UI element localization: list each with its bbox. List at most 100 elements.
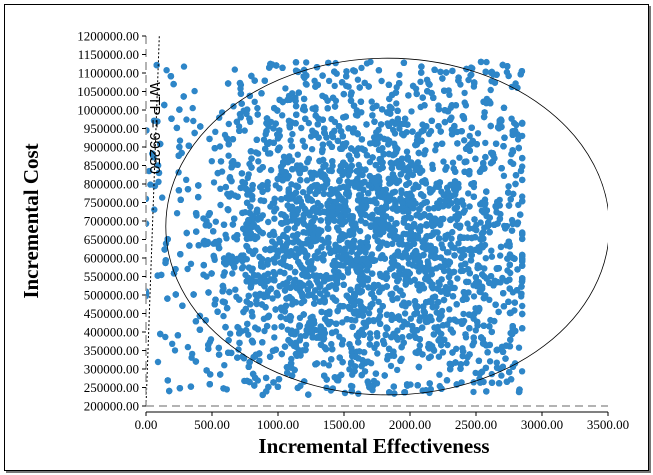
scatter-point: [423, 76, 431, 84]
scatter-point: [279, 112, 286, 119]
scatter-point: [366, 330, 374, 337]
scatter-point: [251, 382, 258, 389]
scatter-point: [323, 384, 330, 391]
scatter-point: [367, 58, 374, 66]
scatter-point: [254, 150, 262, 157]
scatter-point: [518, 368, 526, 375]
scatter-point: [275, 376, 283, 383]
scatter-point: [470, 388, 477, 396]
scatter-point: [282, 85, 289, 92]
scatter-point: [336, 184, 344, 191]
scatter-point: [458, 379, 465, 386]
scatter-point: [518, 283, 525, 290]
scatter-point: [502, 355, 509, 362]
scatter-point: [298, 124, 305, 132]
scatter-point: [387, 215, 395, 223]
scatter-point: [375, 298, 382, 305]
scatter-point: [314, 121, 321, 128]
scatter-point: [416, 205, 423, 213]
scatter-point: [210, 252, 217, 260]
scatter-point: [482, 139, 489, 147]
scatter-point: [221, 362, 228, 369]
scatter-point: [261, 77, 268, 84]
scatter-point: [430, 331, 437, 338]
scatter-point: [403, 148, 411, 155]
scatter-point: [505, 72, 512, 80]
scatter-point: [467, 257, 475, 264]
scatter-point: [356, 227, 364, 235]
scatter-point: [288, 355, 295, 363]
scatter-point: [328, 340, 335, 348]
scatter-point: [266, 150, 274, 157]
scatter-point: [212, 218, 219, 225]
scatter-point: [217, 185, 224, 192]
scatter-point: [222, 231, 229, 238]
scatter-point: [155, 162, 162, 169]
scatter-point: [487, 86, 494, 94]
scatter-point: [486, 323, 493, 330]
scatter-point: [325, 77, 333, 85]
scatter-point: [396, 125, 403, 132]
scatter-point: [355, 192, 363, 199]
scatter-point: [466, 132, 473, 140]
scatter-point: [348, 89, 355, 96]
scatter-point: [507, 336, 514, 343]
scatter-point: [297, 176, 304, 184]
scatter-point: [446, 306, 453, 313]
scatter-point: [488, 247, 495, 254]
scatter-point: [363, 267, 371, 274]
scatter-point: [366, 341, 373, 348]
scatter-point: [462, 260, 469, 267]
scatter-point: [266, 353, 274, 360]
scatter-point: [375, 146, 383, 153]
scatter-point: [505, 298, 512, 305]
scatter-point: [212, 128, 219, 135]
scatter-point: [333, 320, 340, 327]
scatter-point: [492, 140, 500, 147]
scatter-point: [507, 196, 514, 203]
scatter-point: [154, 358, 162, 366]
scatter-point: [394, 366, 401, 374]
scatter-point: [359, 171, 366, 179]
scatter-point: [343, 82, 350, 90]
scatter-point: [146, 195, 150, 202]
scatter-point: [271, 324, 278, 331]
scatter-point: [470, 293, 478, 300]
scatter-point: [341, 389, 349, 397]
scatter-point: [245, 292, 252, 300]
scatter-point: [498, 123, 505, 131]
scatter-point: [331, 118, 339, 126]
scatter-point: [493, 346, 500, 354]
scatter-point: [320, 360, 327, 367]
scatter-point: [328, 356, 335, 363]
scatter-point: [380, 340, 388, 348]
scatter-point: [441, 336, 448, 343]
scatter-point: [519, 325, 526, 332]
scatter-point: [235, 346, 242, 353]
scatter-point: [262, 374, 270, 382]
scatter-point: [215, 344, 222, 352]
scatter-point: [305, 391, 312, 398]
scatter-point: [157, 330, 164, 338]
scatter-point: [510, 160, 517, 167]
scatter-point: [438, 341, 445, 349]
scatter-point: [164, 295, 171, 302]
scatter-point: [439, 349, 447, 356]
scatter-point: [272, 241, 279, 248]
scatter-point: [377, 121, 385, 128]
scatter-point: [283, 248, 290, 256]
scatter-point: [417, 78, 424, 86]
scatter-point: [237, 85, 244, 92]
scatter-point: [225, 337, 232, 344]
scatter-point: [236, 127, 243, 134]
scatter-point: [374, 237, 381, 244]
scatter-point: [293, 220, 301, 227]
scatter-point: [373, 129, 380, 136]
scatter-point: [347, 286, 354, 293]
scatter-point: [183, 176, 190, 183]
scatter-point: [400, 131, 407, 139]
scatter-point: [437, 254, 444, 261]
scatter-point: [482, 153, 489, 161]
scatter-point: [426, 185, 433, 193]
scatter-point: [300, 95, 308, 103]
